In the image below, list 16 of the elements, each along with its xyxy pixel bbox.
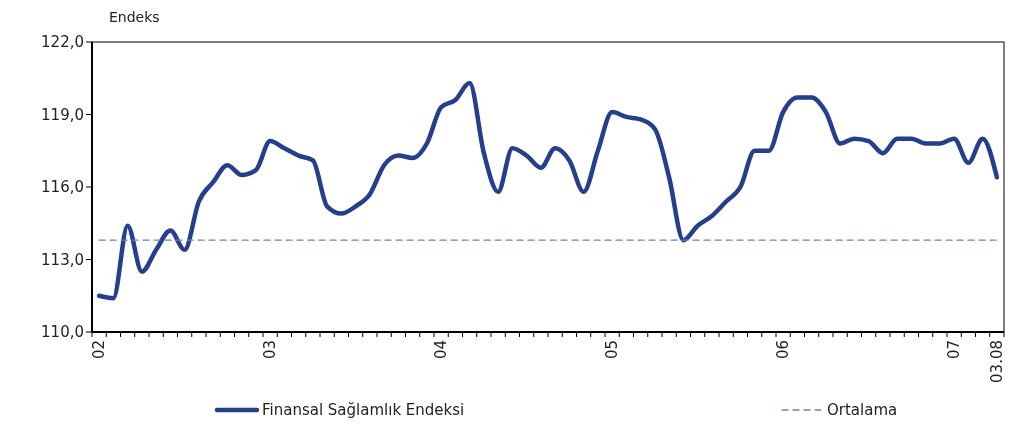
y-tick-label: 110,0 [41, 323, 84, 342]
y-tick-label: 113,0 [41, 250, 84, 269]
y-axis-title: Endeks [109, 9, 160, 25]
x-tick-label: 03 [261, 340, 280, 360]
x-tick-label: 06 [774, 340, 793, 360]
y-tick-label: 122,0 [41, 33, 84, 52]
x-tick-label: 05 [603, 340, 622, 360]
line-series [96, 80, 1000, 301]
legend-label: Ortalama [827, 401, 898, 420]
legend-label: Finansal Sağlamlık Endeksi [262, 401, 465, 420]
y-tick-label: 119,0 [41, 105, 84, 124]
x-tick-label: 02 [90, 340, 109, 360]
x-tick-label: 03.08 [988, 340, 1007, 383]
y-tick-label: 116,0 [41, 178, 84, 197]
x-tick-label: 07 [945, 340, 964, 360]
x-tick-label: 04 [432, 340, 451, 360]
